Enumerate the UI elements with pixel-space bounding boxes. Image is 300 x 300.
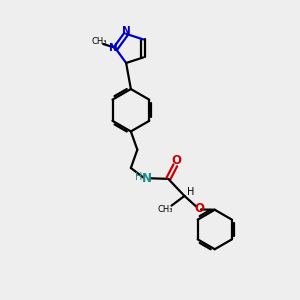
Text: N: N bbox=[109, 44, 118, 53]
Text: CH₃: CH₃ bbox=[158, 205, 173, 214]
Text: CH₃: CH₃ bbox=[91, 37, 106, 46]
Text: N: N bbox=[122, 26, 131, 36]
Text: O: O bbox=[194, 202, 204, 215]
Text: H: H bbox=[187, 188, 195, 197]
Text: H: H bbox=[134, 172, 142, 182]
Text: O: O bbox=[172, 154, 182, 167]
Text: N: N bbox=[142, 172, 152, 185]
